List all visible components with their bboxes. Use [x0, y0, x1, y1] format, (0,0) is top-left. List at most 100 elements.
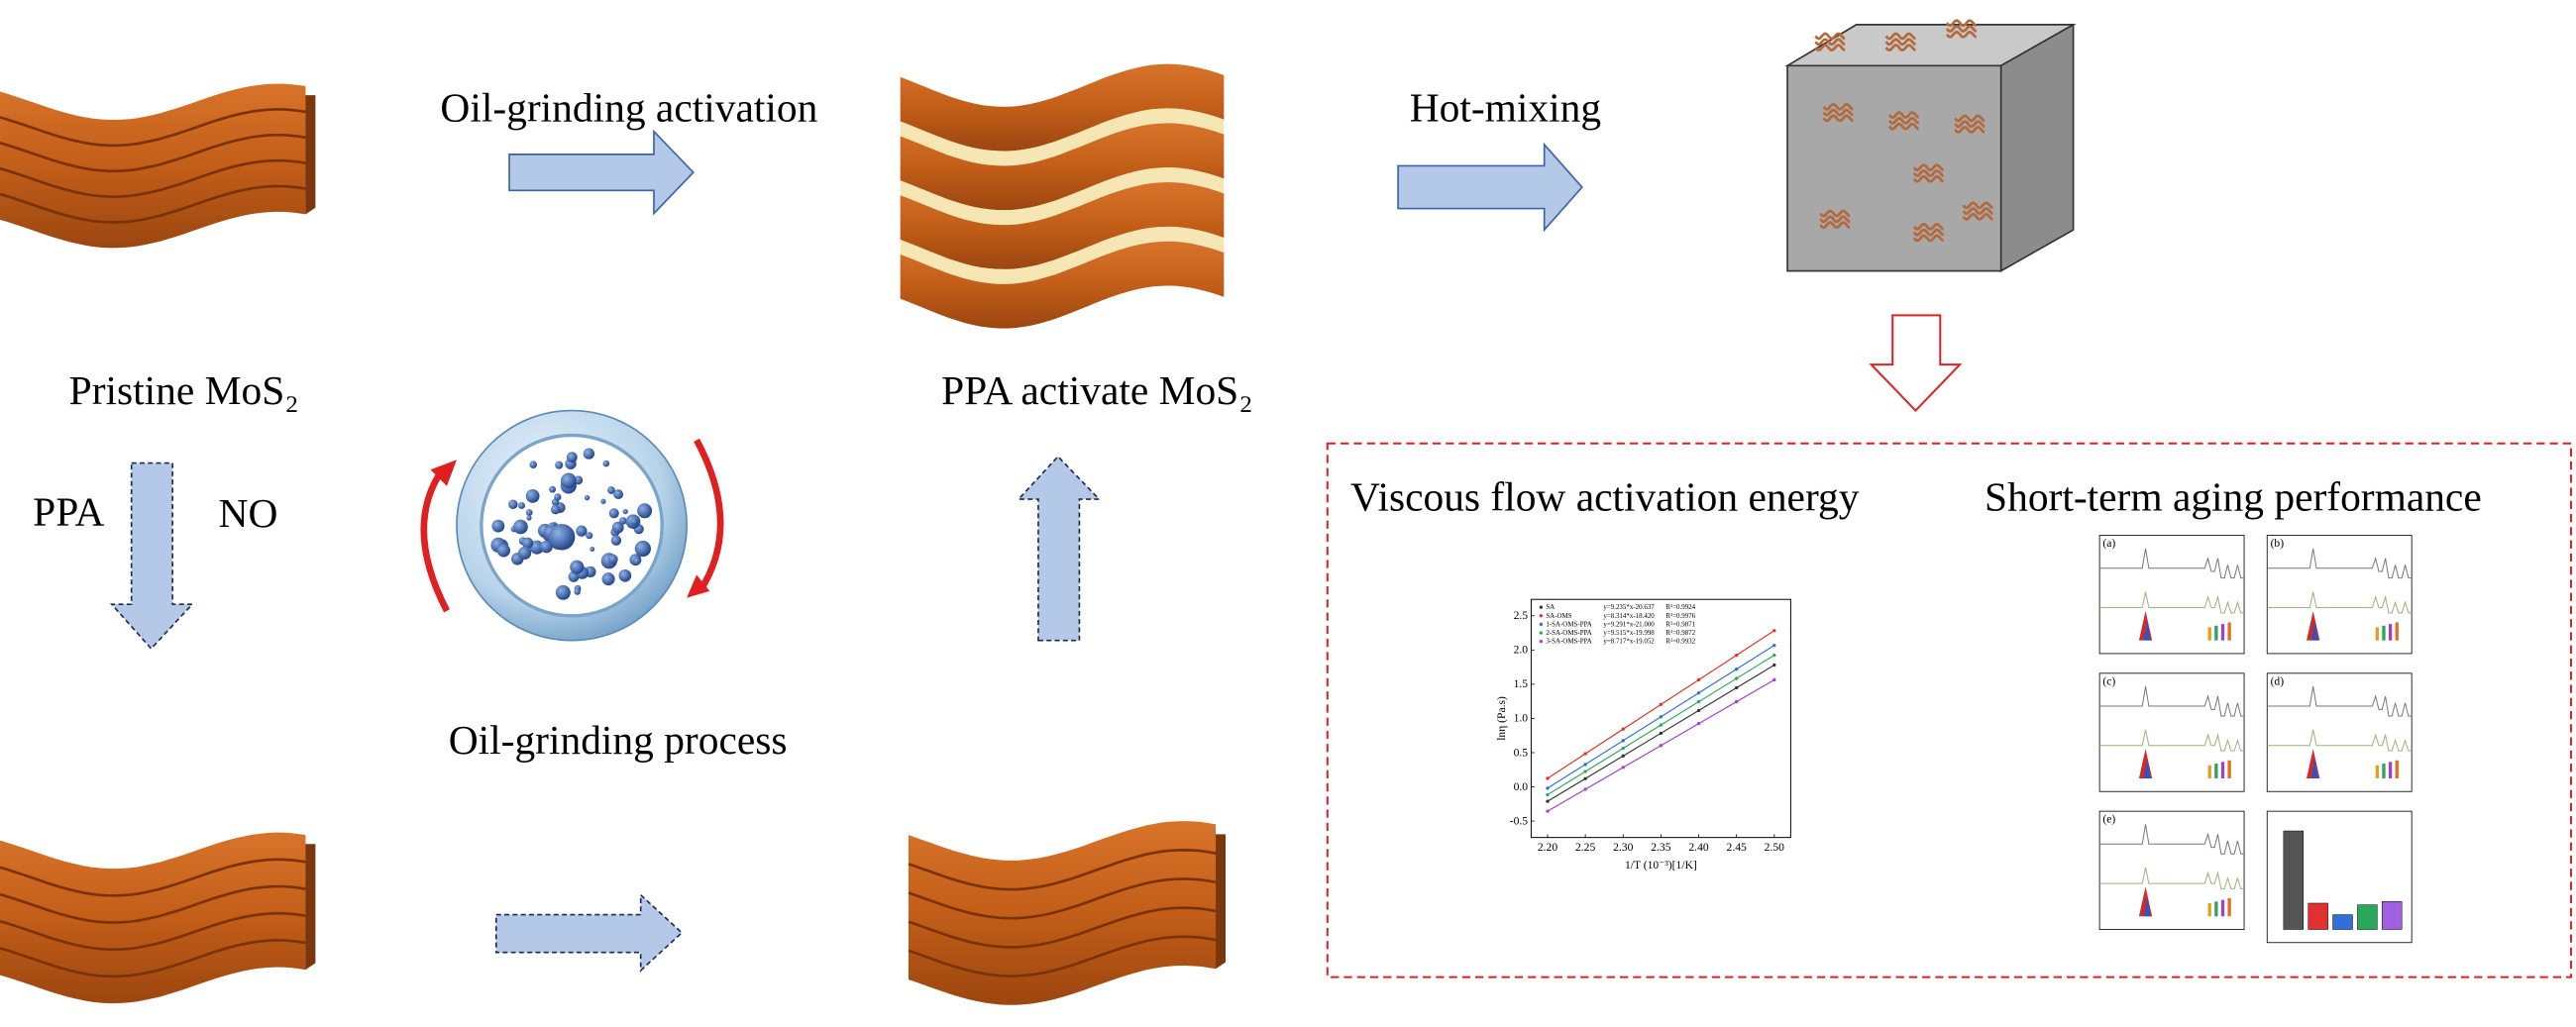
inset-legend-marker	[1539, 640, 1544, 644]
ball	[600, 498, 606, 504]
ball	[584, 494, 590, 501]
ball	[513, 519, 528, 535]
peak-small	[2220, 624, 2225, 641]
peak-small	[2207, 627, 2211, 641]
label-oil-grinding-process: Oil-grinding process	[449, 717, 788, 763]
inset-x-tick-label: 2.40	[1688, 841, 1708, 854]
squiggle	[1912, 228, 1944, 237]
squiggle	[1912, 163, 1944, 171]
spectrum-fit	[2267, 729, 2413, 752]
arrow-down-dashed	[109, 462, 194, 651]
rotation-arrowhead	[687, 574, 710, 598]
inset-point	[1546, 809, 1550, 813]
ball	[554, 493, 562, 501]
inset-legend-name: 1-SA-OMS-PPA	[1546, 620, 1592, 628]
ball	[555, 461, 564, 469]
squiggle	[1954, 120, 1986, 129]
stack-layer-line	[0, 884, 306, 924]
rotation-arrow	[694, 438, 724, 593]
panel-frame	[2266, 535, 2413, 655]
inset-point	[1621, 739, 1625, 743]
peak-small	[2214, 625, 2218, 641]
ball	[518, 501, 526, 509]
panel-label: (c)	[2102, 674, 2115, 687]
aging-bar	[2382, 901, 2403, 930]
inset-point	[1621, 727, 1625, 731]
inset-y-label: lnη (Pa.s)	[1495, 696, 1508, 741]
ball	[496, 544, 511, 558]
squiggle	[1945, 30, 1978, 39]
inset-legend-marker	[1539, 631, 1544, 635]
peak-small	[2220, 899, 2225, 917]
inset-point	[1659, 731, 1664, 736]
squiggle	[1814, 44, 1846, 51]
aging-panel: (b)	[2266, 535, 2413, 655]
squiggle	[1822, 108, 1854, 117]
inset-legend-r2: R²=0.9871	[1665, 620, 1695, 628]
inset-legend-equation: y=8.314*x-18.420	[1603, 612, 1655, 620]
squiggle	[1887, 111, 1919, 119]
ball	[590, 547, 595, 553]
spectrum-fit	[2099, 591, 2245, 614]
ball	[611, 521, 624, 534]
inset-y-tick-label: 1.0	[1514, 712, 1529, 725]
inset-x-tick-label: 2.20	[1538, 841, 1557, 854]
squiggle	[1887, 117, 1919, 125]
aging-bar-panel	[2266, 810, 2413, 944]
aging-panel: (e)	[2098, 810, 2245, 930]
ball	[525, 509, 533, 516]
panel-label: (e)	[2102, 813, 2115, 826]
peak-small	[2207, 902, 2211, 917]
activated-layer	[900, 226, 1225, 329]
label-oil-grinding-activation: Oil-grinding activation	[440, 85, 817, 131]
inset-point	[1583, 770, 1587, 773]
activated-layer	[900, 63, 1225, 152]
peak-small	[2220, 762, 2225, 778]
stack-body	[908, 821, 1217, 1005]
mos2-stack	[908, 821, 1226, 1005]
label-ppa-activate: PPA activate MoS₂	[941, 367, 1253, 413]
ball	[566, 452, 578, 463]
inset-legend-r2: R²=0.9932	[1665, 638, 1695, 646]
stack-body	[900, 182, 1225, 269]
rotation-arrowhead	[430, 460, 457, 486]
inset-legend-equation: y=8.717*x-19.052	[1603, 638, 1655, 646]
squiggle	[1962, 213, 1993, 221]
activated-layer	[900, 167, 1225, 269]
ball	[548, 523, 576, 551]
spectrum-fit	[2267, 591, 2413, 614]
panel-frame	[2098, 535, 2245, 655]
peak-small	[2382, 764, 2386, 778]
ball	[634, 540, 651, 558]
ball	[574, 588, 581, 595]
inset-point	[1696, 677, 1701, 682]
stack-layer-line	[0, 133, 306, 173]
inset-point	[1735, 685, 1739, 690]
stack-layer-line	[0, 108, 306, 148]
spectrum-raw	[2267, 686, 2413, 717]
peak-small	[2382, 625, 2386, 641]
squiggle	[1945, 25, 1978, 33]
squiggle	[1884, 32, 1916, 41]
inset-legend-equation: y=9.515*x-19.998	[1603, 629, 1655, 637]
inset-point	[1772, 653, 1776, 658]
ball	[583, 448, 595, 460]
peak-blue	[2311, 759, 2318, 778]
inset-point	[1583, 752, 1587, 756]
aging-bar	[2283, 830, 2304, 930]
stack-side	[303, 844, 316, 971]
squiggle	[1954, 126, 1986, 134]
spectrum-raw	[2099, 686, 2245, 717]
interlayer	[900, 226, 1225, 284]
inset-legend-name: SA	[1546, 603, 1555, 611]
ball	[602, 460, 610, 467]
inset-point	[1621, 746, 1625, 751]
peak-small	[2214, 764, 2218, 778]
inset-point	[1583, 763, 1587, 767]
ball	[560, 472, 577, 489]
squiggle	[1887, 122, 1919, 131]
aging-panel: (a)	[2098, 535, 2245, 655]
peak-small	[2207, 765, 2211, 778]
arrow-down-red	[1869, 314, 1963, 412]
ball	[576, 525, 588, 537]
